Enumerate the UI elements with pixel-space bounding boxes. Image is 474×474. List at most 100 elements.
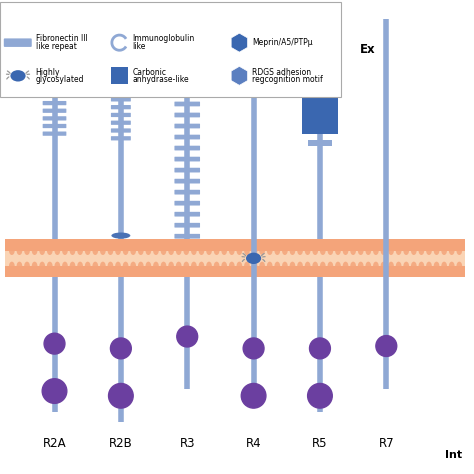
FancyBboxPatch shape [5,251,465,266]
Text: Meprin/A5/PTPμ: Meprin/A5/PTPμ [252,38,313,47]
Text: n Like: n Like [0,72,20,80]
Ellipse shape [290,246,295,255]
Ellipse shape [77,262,83,270]
Ellipse shape [32,262,37,270]
Ellipse shape [191,262,197,270]
Ellipse shape [229,246,235,255]
FancyBboxPatch shape [174,157,200,162]
Ellipse shape [358,262,364,270]
Ellipse shape [108,262,113,270]
FancyBboxPatch shape [43,124,66,128]
Ellipse shape [115,246,121,255]
FancyBboxPatch shape [302,98,338,134]
FancyBboxPatch shape [4,38,32,47]
Ellipse shape [17,262,22,270]
Ellipse shape [259,246,265,255]
FancyBboxPatch shape [111,113,131,117]
FancyBboxPatch shape [43,101,66,105]
Text: R7: R7 [379,437,394,450]
Ellipse shape [244,262,250,270]
FancyBboxPatch shape [5,265,465,277]
Ellipse shape [130,246,136,255]
FancyBboxPatch shape [174,113,200,118]
Ellipse shape [282,246,288,255]
Ellipse shape [274,246,280,255]
Ellipse shape [365,262,371,270]
Ellipse shape [237,262,242,270]
Ellipse shape [214,262,219,270]
FancyBboxPatch shape [43,131,66,136]
FancyBboxPatch shape [174,57,200,62]
Ellipse shape [426,262,432,270]
Ellipse shape [85,262,91,270]
FancyBboxPatch shape [43,43,66,47]
Ellipse shape [246,253,261,264]
Ellipse shape [24,262,30,270]
FancyBboxPatch shape [174,46,200,51]
Ellipse shape [274,262,280,270]
Ellipse shape [441,262,447,270]
FancyBboxPatch shape [174,101,200,106]
Ellipse shape [441,246,447,255]
FancyBboxPatch shape [43,109,66,113]
FancyBboxPatch shape [174,80,200,84]
FancyBboxPatch shape [111,97,131,101]
Ellipse shape [92,262,98,270]
Ellipse shape [381,262,386,270]
Ellipse shape [320,262,326,270]
Ellipse shape [328,246,333,255]
Ellipse shape [252,246,257,255]
FancyBboxPatch shape [174,69,200,73]
Text: Carbonic: Carbonic [133,68,167,76]
Circle shape [109,383,133,408]
Text: Fibronectin III: Fibronectin III [36,35,87,43]
Ellipse shape [403,246,409,255]
Ellipse shape [138,262,144,270]
Circle shape [177,326,198,347]
Ellipse shape [10,70,26,82]
Ellipse shape [85,246,91,255]
Ellipse shape [77,246,83,255]
Text: R3: R3 [180,437,195,450]
Ellipse shape [130,262,136,270]
Ellipse shape [161,262,166,270]
Ellipse shape [146,262,151,270]
Ellipse shape [168,246,174,255]
FancyBboxPatch shape [43,36,66,40]
Ellipse shape [373,262,379,270]
Ellipse shape [138,246,144,255]
Ellipse shape [335,246,341,255]
Ellipse shape [206,246,212,255]
Ellipse shape [70,262,75,270]
Ellipse shape [176,246,182,255]
Ellipse shape [199,262,204,270]
Ellipse shape [115,262,121,270]
Polygon shape [112,35,130,55]
Text: glycosylated: glycosylated [36,75,84,84]
Ellipse shape [199,246,204,255]
Ellipse shape [456,262,462,270]
Ellipse shape [39,262,45,270]
Ellipse shape [434,246,439,255]
Ellipse shape [449,262,455,270]
FancyBboxPatch shape [111,105,131,109]
Ellipse shape [328,262,333,270]
Ellipse shape [297,246,303,255]
Circle shape [243,338,264,359]
Ellipse shape [312,262,318,270]
Ellipse shape [456,246,462,255]
Ellipse shape [70,246,75,255]
Ellipse shape [221,262,227,270]
FancyBboxPatch shape [174,179,200,183]
FancyBboxPatch shape [174,201,200,206]
Text: like repeat: like repeat [36,42,76,51]
Text: like: like [133,42,146,51]
Ellipse shape [176,262,182,270]
Ellipse shape [388,262,394,270]
Ellipse shape [358,246,364,255]
Text: regcognition motif: regcognition motif [252,75,323,84]
Ellipse shape [32,246,37,255]
Polygon shape [231,33,247,52]
Circle shape [42,379,67,403]
FancyBboxPatch shape [174,234,200,238]
